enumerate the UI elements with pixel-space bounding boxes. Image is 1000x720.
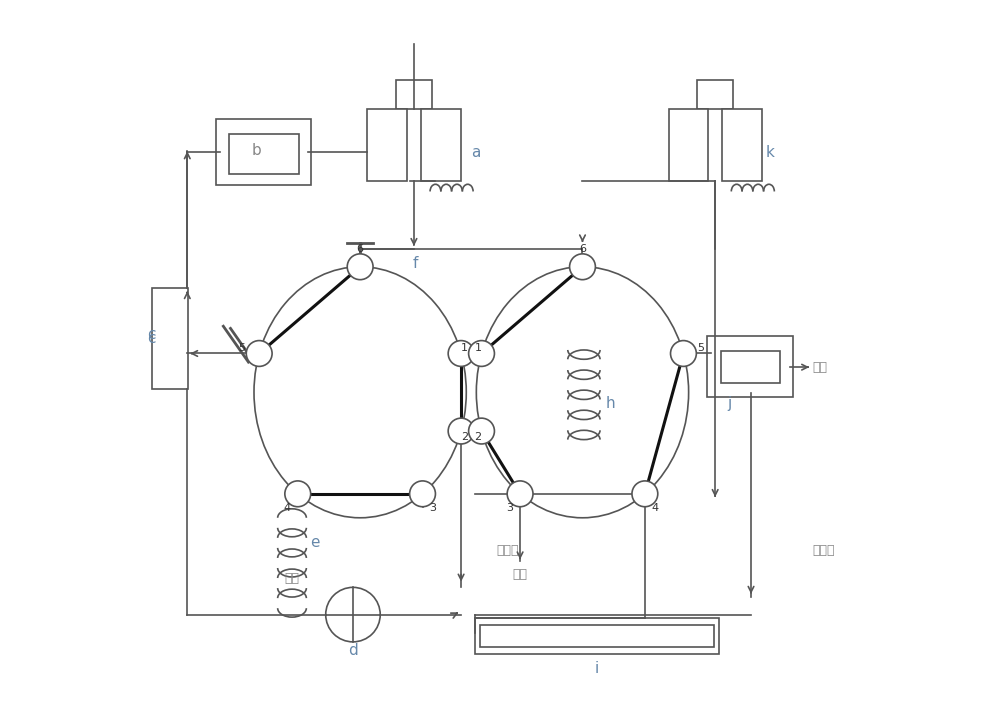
Text: k: k [765,145,774,160]
Text: 4: 4 [284,503,291,513]
FancyBboxPatch shape [152,288,188,389]
Text: 流动相: 流动相 [496,544,519,557]
FancyBboxPatch shape [697,81,733,109]
Text: 2: 2 [461,431,468,441]
FancyBboxPatch shape [669,109,708,181]
Text: 1: 1 [475,343,482,353]
Text: h: h [605,395,615,410]
Text: 4: 4 [652,503,659,513]
FancyBboxPatch shape [480,626,714,647]
Text: 1: 1 [461,343,468,353]
Text: 2: 2 [475,431,482,441]
Circle shape [410,481,435,507]
Text: 3: 3 [506,503,513,513]
Text: 3: 3 [430,503,437,513]
Text: g: g [569,256,579,271]
Text: 5: 5 [697,343,704,353]
Text: d: d [348,643,358,658]
Text: j: j [727,395,732,410]
Text: b: b [251,143,261,158]
FancyBboxPatch shape [367,109,407,181]
Circle shape [448,341,474,366]
Circle shape [326,588,380,642]
Circle shape [448,418,474,444]
Text: i: i [595,661,599,676]
FancyBboxPatch shape [421,109,461,181]
Circle shape [285,481,311,507]
FancyBboxPatch shape [216,119,311,185]
Text: 6: 6 [357,244,364,254]
Circle shape [507,481,533,507]
Circle shape [469,341,494,366]
FancyBboxPatch shape [721,351,780,383]
Circle shape [246,341,272,366]
Text: 6: 6 [579,244,586,254]
Circle shape [570,254,595,279]
Text: 流动相: 流动相 [812,544,834,557]
FancyBboxPatch shape [396,81,432,109]
Text: c: c [147,328,156,343]
Circle shape [347,254,373,279]
Text: e: e [310,536,319,550]
Circle shape [632,481,658,507]
Circle shape [671,341,696,366]
Text: 废液: 废液 [285,572,300,585]
Circle shape [469,418,494,444]
Text: f: f [412,256,418,271]
Text: 废液: 废液 [812,361,827,374]
FancyBboxPatch shape [475,618,719,654]
Text: 废液: 废液 [513,568,528,581]
Text: c: c [147,331,156,346]
FancyBboxPatch shape [707,336,793,397]
Text: a: a [471,145,481,160]
Text: 5: 5 [239,343,246,353]
FancyBboxPatch shape [722,109,762,181]
FancyBboxPatch shape [229,134,299,174]
